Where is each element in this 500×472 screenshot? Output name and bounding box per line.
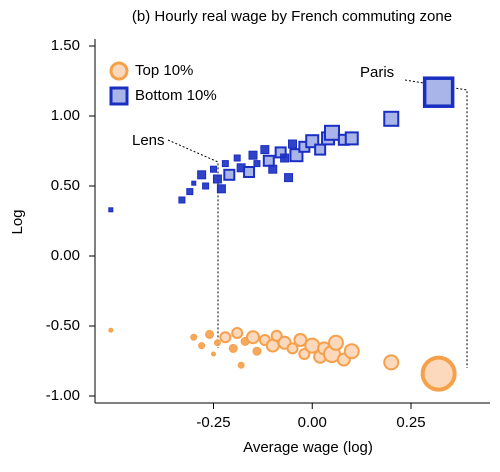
annotation: Paris — [360, 64, 394, 81]
point — [178, 196, 186, 204]
point — [344, 131, 359, 146]
point — [286, 342, 299, 355]
point — [280, 153, 290, 163]
point — [343, 343, 360, 360]
y-tick-label: 1.50 — [51, 37, 80, 54]
y-tick-label: -1.00 — [46, 387, 80, 404]
point — [190, 333, 198, 341]
point — [221, 160, 229, 168]
x-tick-label: -0.25 — [196, 414, 230, 431]
point — [237, 361, 245, 369]
y-tick-label: 0.50 — [51, 177, 80, 194]
point — [324, 124, 340, 141]
chart-title: (b) Hourly real wage by French commuting… — [132, 8, 452, 25]
paris-leader — [404, 79, 468, 368]
point — [198, 342, 206, 350]
point — [248, 150, 258, 160]
x-axis-label: Average wage (log) — [243, 439, 373, 456]
point — [205, 329, 215, 339]
x-tick-label: 0.00 — [298, 414, 327, 431]
point — [109, 86, 129, 106]
point — [268, 164, 278, 174]
point — [284, 173, 294, 183]
point — [213, 339, 221, 347]
point — [212, 174, 222, 184]
point — [252, 346, 262, 356]
point — [231, 327, 244, 339]
point — [228, 343, 238, 353]
legend-label: Bottom 10% — [135, 87, 217, 104]
point — [262, 154, 275, 167]
annotation: Lens — [132, 132, 165, 149]
point — [108, 327, 114, 333]
point — [420, 355, 457, 392]
point — [327, 334, 344, 351]
y-axis-label: Log — [9, 209, 26, 234]
x-tick-label: 0.25 — [396, 414, 425, 431]
point — [253, 160, 261, 168]
point — [191, 180, 197, 186]
legend-label: Top 10% — [135, 62, 193, 79]
point — [260, 145, 270, 155]
series — [108, 327, 457, 392]
point — [383, 110, 400, 127]
series — [108, 76, 455, 213]
point — [211, 351, 216, 357]
point — [233, 154, 241, 162]
point — [223, 168, 236, 181]
point — [210, 165, 217, 173]
point — [197, 170, 207, 180]
point — [109, 61, 129, 81]
point — [108, 207, 114, 213]
y-tick-label: 1.00 — [51, 107, 80, 124]
point — [288, 139, 297, 149]
y-tick-label: -0.50 — [46, 317, 80, 334]
point — [202, 182, 210, 190]
point — [270, 329, 283, 342]
point — [219, 331, 232, 344]
point — [243, 166, 256, 178]
point — [186, 188, 194, 196]
y-tick-label: 0.00 — [51, 247, 80, 264]
annotation-leaders — [167, 79, 468, 368]
point — [422, 76, 455, 108]
point — [383, 354, 400, 371]
point — [293, 333, 308, 347]
point — [246, 330, 260, 345]
point — [314, 143, 327, 156]
point — [216, 184, 226, 194]
